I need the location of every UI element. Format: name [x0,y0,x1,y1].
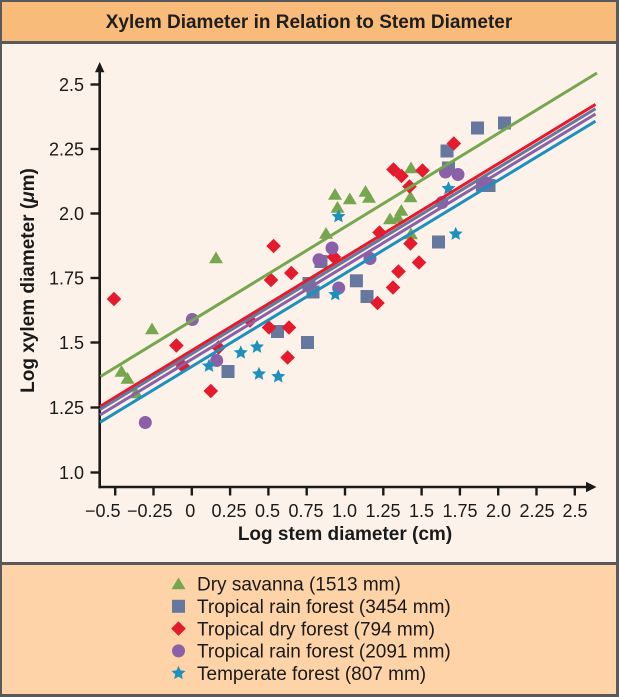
svg-text:1.0: 1.0 [332,501,357,521]
svg-text:0.75: 0.75 [288,501,323,521]
svg-text:Tropical rain forest (3454 mm): Tropical rain forest (3454 mm) [197,597,451,618]
svg-text:2.0: 2.0 [59,204,84,224]
svg-text:Tropical rain forest (2091 mm): Tropical rain forest (2091 mm) [197,642,451,663]
svg-text:2.25: 2.25 [49,140,84,160]
svg-text:−0.25: −0.25 [127,501,173,521]
svg-text:1.5: 1.5 [59,333,84,353]
svg-text:0: 0 [185,501,195,521]
svg-text:2.25: 2.25 [519,501,554,521]
svg-text:1.25: 1.25 [49,398,84,418]
svg-text:Tropical dry forest (794 mm): Tropical dry forest (794 mm) [197,619,435,640]
svg-text:2.0: 2.0 [486,501,511,521]
svg-text:Dry savanna (1513 mm): Dry savanna (1513 mm) [197,575,401,596]
svg-text:Temperate forest (807 mm): Temperate forest (807 mm) [197,664,426,685]
svg-text:2.5: 2.5 [562,501,587,521]
svg-text:0.5: 0.5 [255,501,280,521]
svg-text:1.25: 1.25 [365,501,400,521]
svg-text:1.0: 1.0 [59,463,84,483]
svg-text:Xylem Diameter in Relation to: Xylem Diameter in Relation to Stem Diame… [106,12,513,33]
svg-text:Log xylem diameter (μm): Log xylem diameter (μm) [18,168,39,393]
svg-text:1.75: 1.75 [442,501,477,521]
svg-text:Log stem diameter (cm): Log stem diameter (cm) [238,524,452,545]
svg-text:−0.5: −0.5 [85,501,121,521]
svg-text:0.25: 0.25 [211,501,246,521]
svg-text:1.75: 1.75 [49,269,84,289]
svg-text:2.5: 2.5 [59,75,84,95]
svg-text:1.5: 1.5 [409,501,434,521]
